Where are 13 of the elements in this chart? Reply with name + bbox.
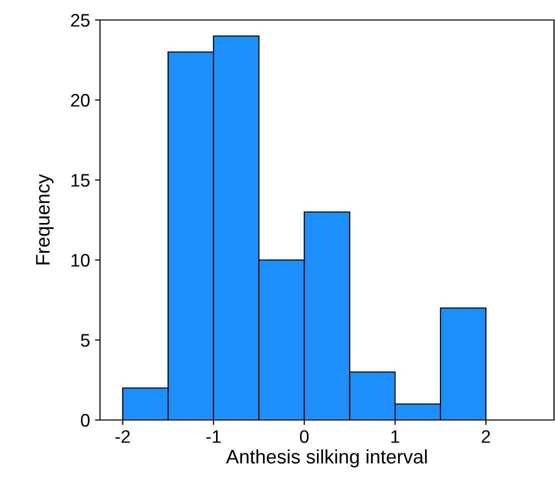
x-tick-label: 2 <box>482 430 490 443</box>
y-tick-label: 10 <box>72 254 90 267</box>
x-tick-label: 1 <box>391 430 400 443</box>
x-tick-label: -1 <box>206 430 221 443</box>
y-axis-title: Frequency <box>36 174 54 264</box>
x-axis-title: Anthesis silking interval <box>226 449 427 468</box>
y-tick-label: 20 <box>71 94 90 107</box>
x-tick-label: -2 <box>115 430 130 443</box>
x-tick-label: 0 <box>300 430 309 443</box>
y-tick-label: 0 <box>80 414 90 427</box>
y-tick-label: 25 <box>71 14 90 27</box>
y-tick-label: 15 <box>72 174 90 187</box>
y-tick-label: 5 <box>80 334 90 347</box>
